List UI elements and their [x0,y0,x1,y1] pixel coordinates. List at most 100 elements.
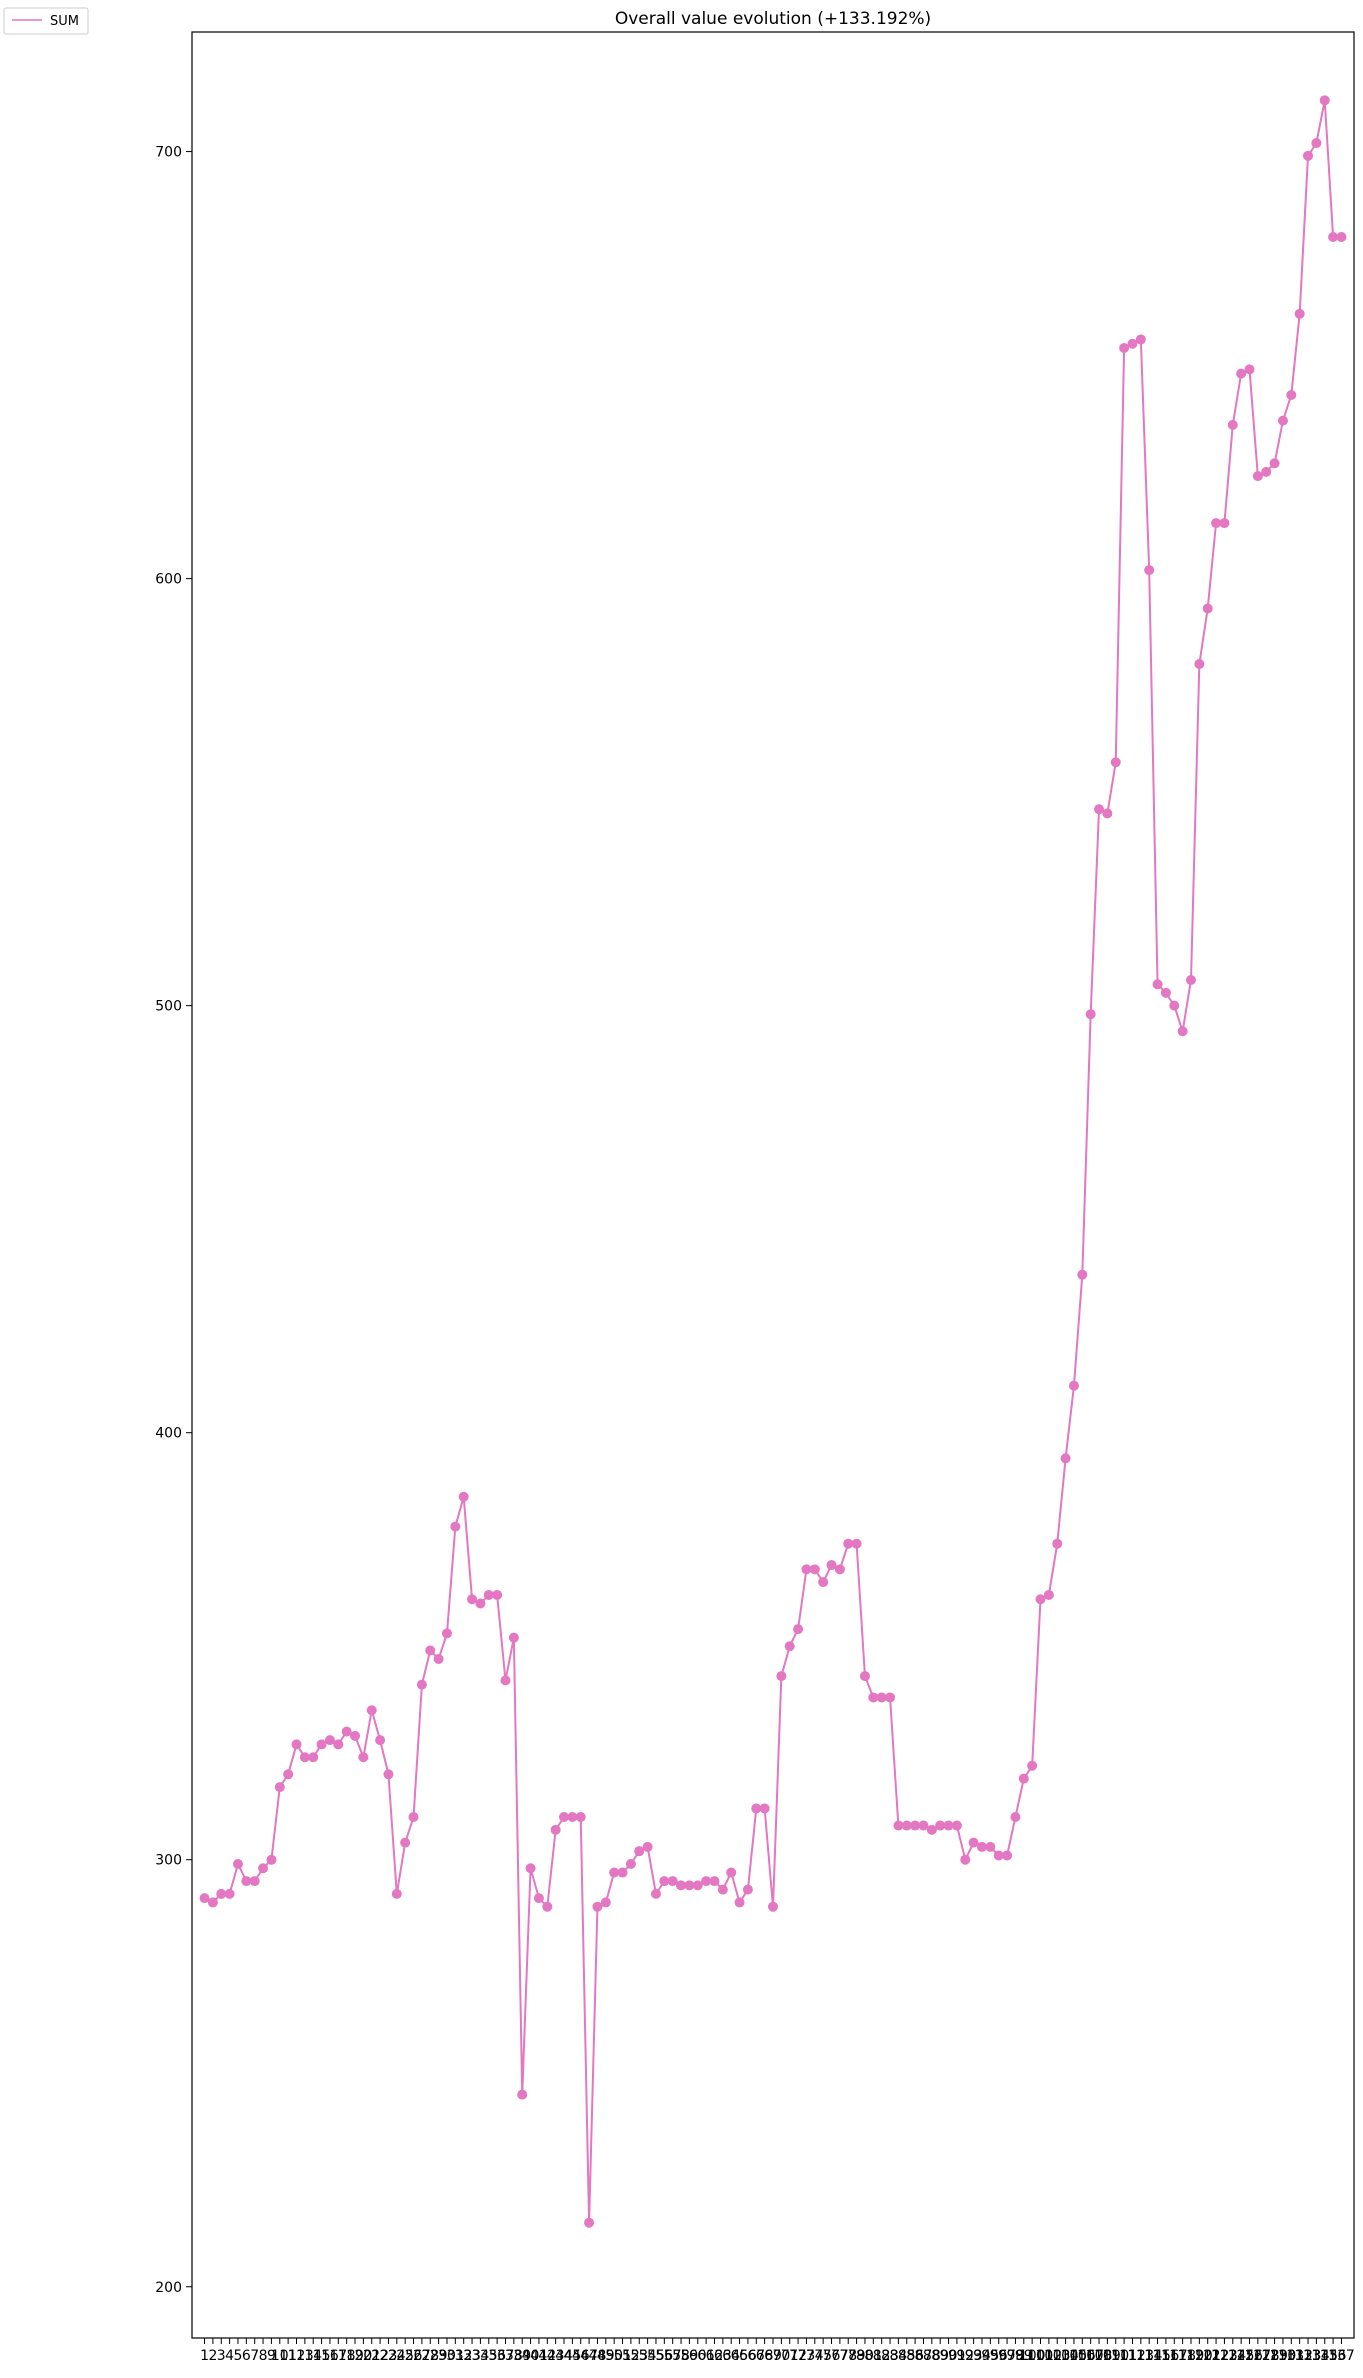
data-point [901,1820,912,1831]
data-point [416,1679,427,1690]
data-point [1311,138,1322,149]
data-point [951,1820,962,1831]
x-tick-label: 81 [864,2348,882,2364]
x-tick-label: 89 [931,2348,949,2364]
data-point [450,1521,461,1532]
x-tick-label: 58 [672,2348,690,2364]
y-tick-label: 300 [155,1853,182,1869]
data-point [918,1820,929,1831]
data-point [274,1782,285,1793]
x-tick-label: 94 [973,2348,991,2364]
x-tick-label: 47 [580,2348,598,2364]
x-tick-label: 117 [1161,2348,1188,2364]
data-point [324,1735,335,1746]
x-tick-label: 110 [1102,2348,1129,2364]
data-point [968,1837,979,1848]
data-point [517,2089,528,2100]
data-point [1177,1026,1188,1037]
data-point [742,1884,753,1895]
x-tick-label: 97 [998,2348,1016,2364]
data-point [533,1893,544,1904]
x-tick-label: 25 [396,2348,414,2364]
data-point [642,1841,653,1852]
x-tick-label: 52 [622,2348,640,2364]
data-point [425,1645,436,1656]
x-tick-label: 53 [630,2348,648,2364]
data-point [659,1876,670,1887]
x-tick-label: 96 [990,2348,1008,2364]
data-point [1286,389,1297,400]
data-point [391,1888,402,1899]
data-point [283,1769,294,1780]
data-point [1043,1589,1054,1600]
y-axis-ticks: 200 300 400 500 600 700 [155,145,192,2296]
x-tick-label: 29 [430,2348,448,2364]
data-point [492,1589,503,1600]
x-tick-label: 131 [1278,2348,1305,2364]
data-point [709,1876,720,1887]
data-point [692,1880,703,1891]
data-point [1328,231,1339,242]
data-point [809,1564,820,1575]
data-point [1027,1760,1038,1771]
x-tick-label: 127 [1244,2348,1271,2364]
x-tick-label: 2 [208,2348,217,2364]
data-point [1085,1009,1096,1020]
data-point [559,1812,570,1823]
x-tick-label: 36 [488,2348,506,2364]
x-tick-label: 69 [764,2348,782,2364]
data-point [935,1820,946,1831]
y-tick-label: 400 [155,1426,182,1442]
data-point [843,1538,854,1549]
data-point [525,1863,536,1874]
x-tick-label: 135 [1311,2348,1338,2364]
data-point [258,1863,269,1874]
data-point [826,1560,837,1571]
data-point [550,1824,561,1835]
data-point [1252,471,1263,482]
x-tick-label: 87 [915,2348,933,2364]
chart-title: Overall value evolution (+133.192%) [615,9,931,29]
data-point [793,1624,804,1635]
data-point [1194,659,1205,670]
data-point [1277,415,1288,426]
data-point [216,1888,227,1899]
x-tick-label: 132 [1286,2348,1313,2364]
data-point [1035,1594,1046,1605]
x-tick-label: 16 [321,2348,339,2364]
data-point [926,1824,937,1835]
x-tick-label: 68 [756,2348,774,2364]
data-point [910,1820,921,1831]
data-point [1211,518,1222,529]
data-point [341,1726,352,1737]
x-tick-label: 86 [906,2348,924,2364]
data-point [291,1739,302,1750]
data-point [475,1598,486,1609]
data-point [232,1858,243,1869]
x-tick-label: 121 [1194,2348,1221,2364]
x-tick-label: 114 [1136,2348,1163,2364]
x-tick-label: 92 [956,2348,974,2364]
x-tick-label: 102 [1036,2348,1063,2364]
x-tick-label: 129 [1261,2348,1288,2364]
data-point [1160,987,1171,998]
x-tick-label: 30 [438,2348,456,2364]
data-point [1077,1269,1088,1280]
data-point [985,1841,996,1852]
x-tick-label: 11 [279,2348,297,2364]
data-point [759,1803,770,1814]
x-tick-label: 104 [1052,2348,1079,2364]
legend-label-sum: SUM [50,14,79,29]
x-tick-label: 60 [689,2348,707,2364]
data-point [993,1850,1004,1861]
x-tick-label: 18 [338,2348,356,2364]
x-tick-label: 57 [664,2348,682,2364]
data-point [592,1901,603,1912]
x-tick-label: 22 [371,2348,389,2364]
x-tick-label: 116 [1153,2348,1180,2364]
data-point [676,1880,687,1891]
data-point [567,1812,578,1823]
x-tick-label: 123 [1211,2348,1238,2364]
data-point [1110,757,1121,768]
